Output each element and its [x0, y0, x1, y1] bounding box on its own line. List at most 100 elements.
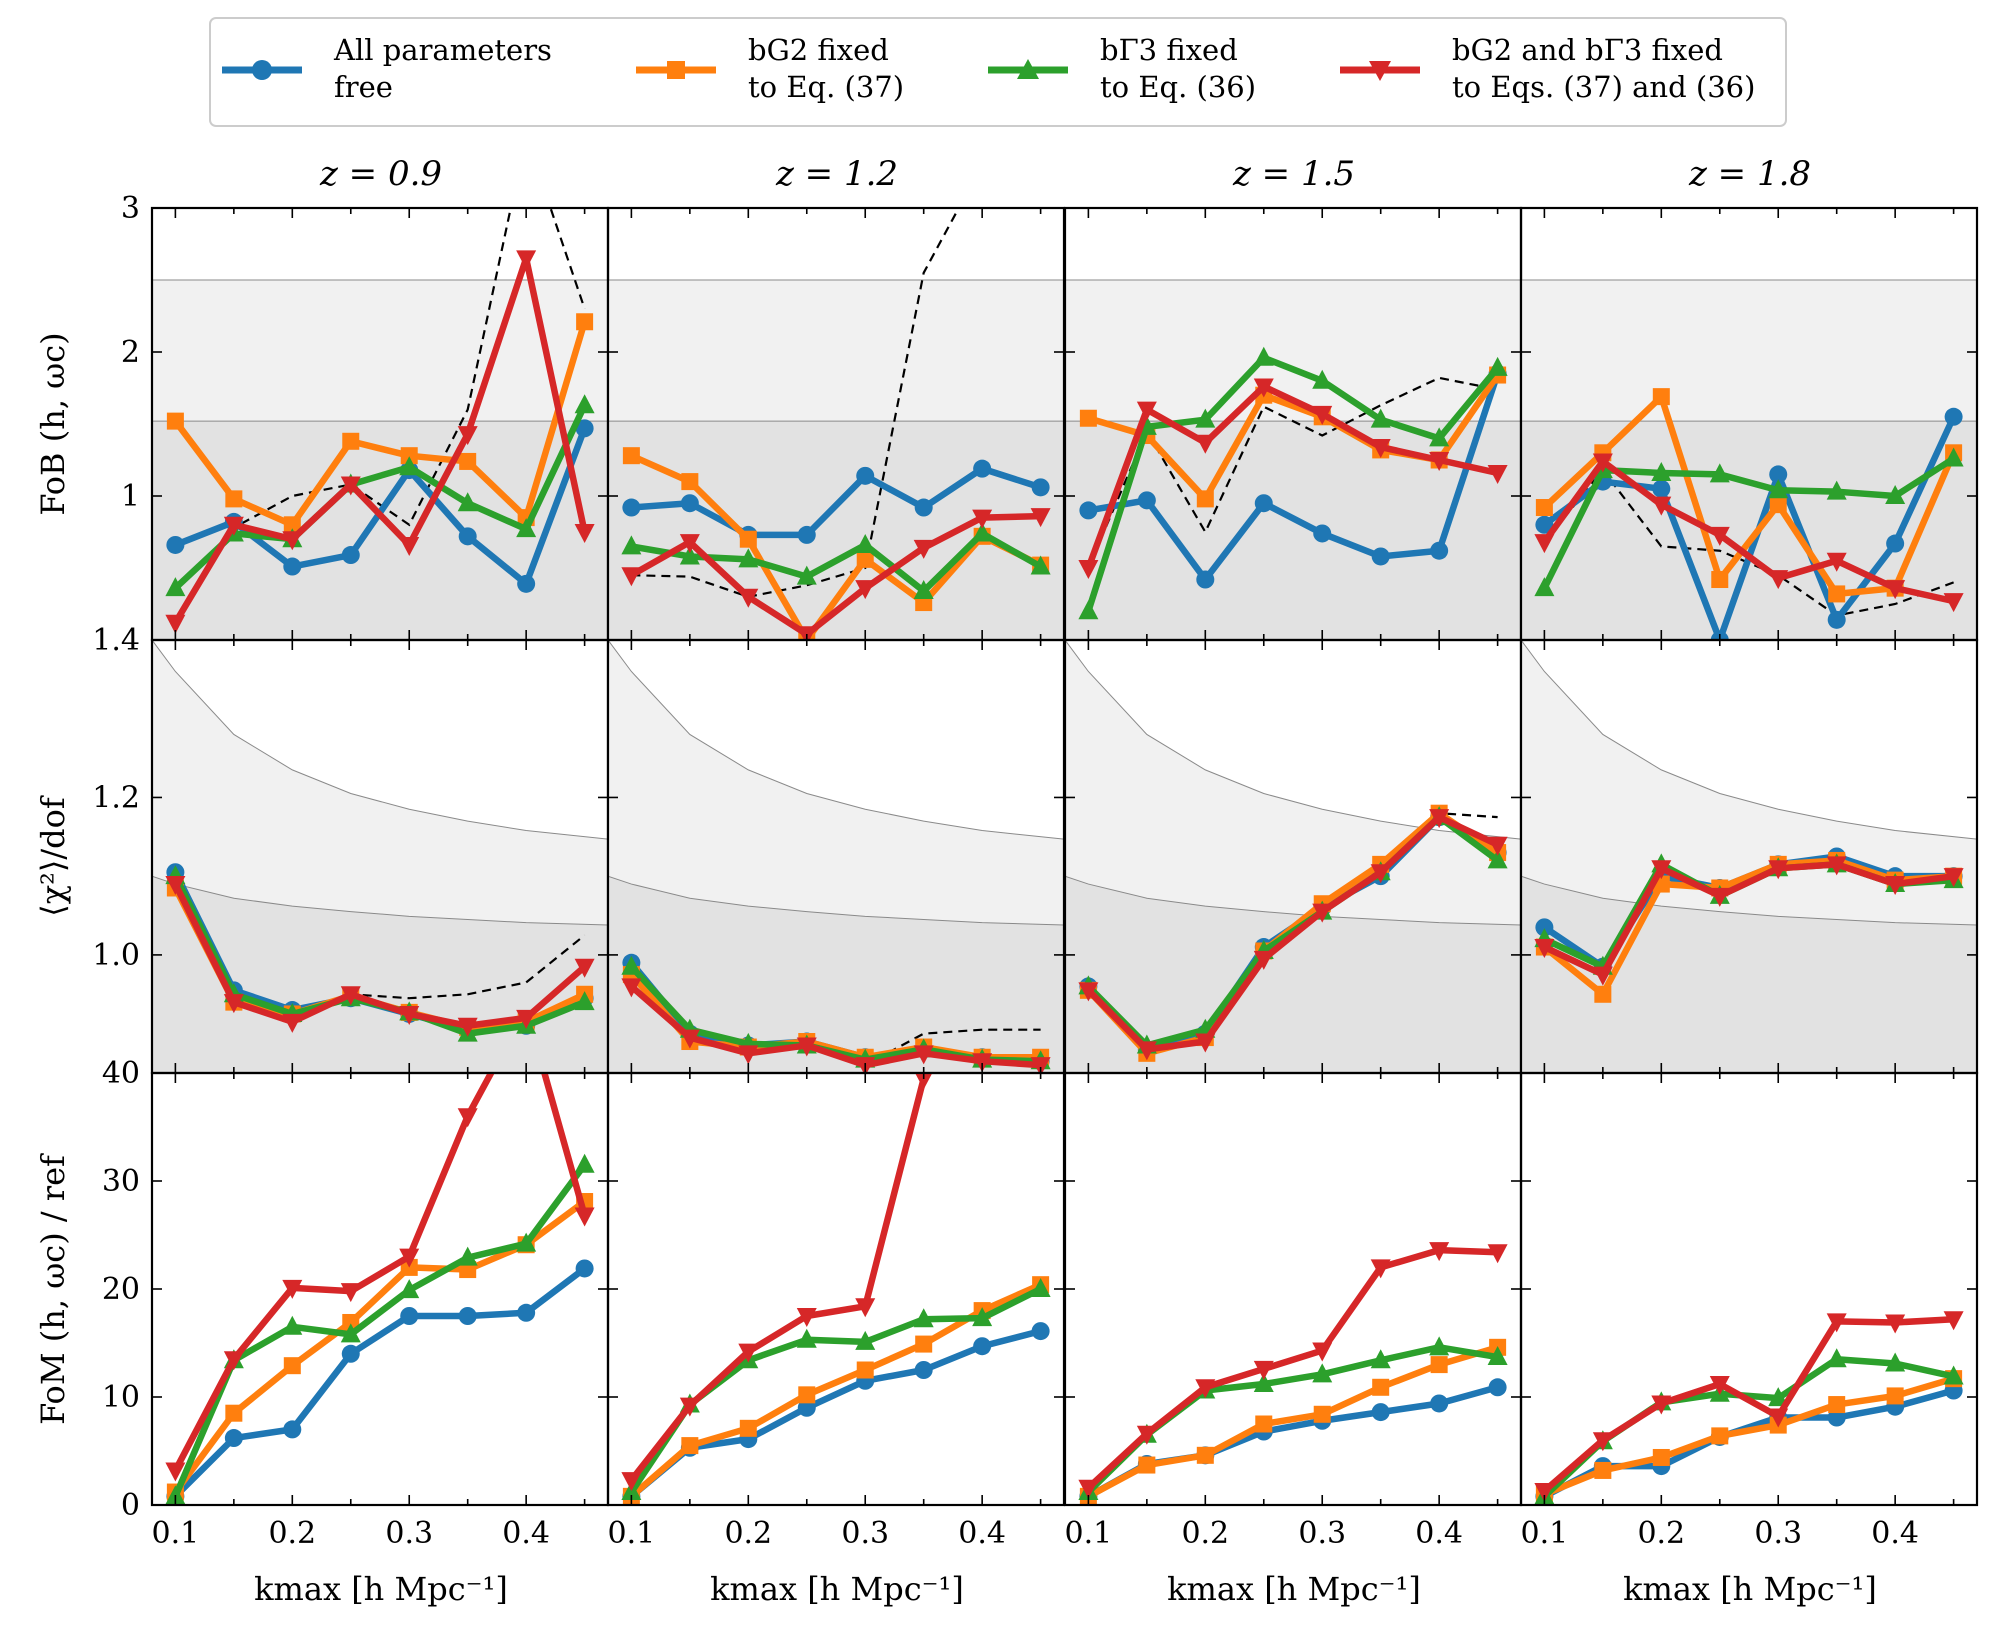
data-point-both	[457, 1017, 478, 1037]
data-point-free	[797, 525, 816, 544]
data-point-free	[1535, 515, 1554, 534]
data-point-g3	[457, 492, 478, 512]
data-point-g3	[1826, 480, 1847, 500]
data-point-g3	[972, 1307, 993, 1327]
panel-plot-area	[165, 1073, 595, 1505]
y-tick-label: 1.4	[92, 623, 140, 658]
data-point-g3	[855, 533, 876, 553]
series-g3	[621, 522, 1051, 600]
data-point-both	[1768, 1408, 1789, 1428]
series-line-g3	[1085, 354, 1501, 613]
data-point-both	[165, 614, 186, 634]
data-point-both	[340, 986, 361, 1006]
column-title-z09: z = 0.9	[319, 154, 442, 194]
data-point-g2	[915, 1335, 933, 1353]
panel-plot-area	[608, 640, 1064, 1073]
legend-entry-both: bG2 and bΓ3 fixed to Eqs. (37) and (36)	[1340, 33, 1755, 104]
data-point-both	[457, 426, 478, 446]
data-point-free	[1430, 1394, 1449, 1413]
data-point-free	[166, 535, 185, 554]
data-point-both	[1534, 939, 1555, 959]
data-point-g3	[1429, 1336, 1450, 1356]
series-line-g3	[173, 403, 588, 591]
legend: All parameters free bG2 fixed to Eq. (37…	[209, 17, 1787, 127]
data-point-g3	[1943, 447, 1964, 467]
series-both	[165, 1073, 595, 1482]
data-point-both	[1826, 552, 1847, 572]
data-point-free	[575, 1259, 594, 1278]
data-point-g3	[679, 545, 700, 565]
data-point-both	[679, 1029, 700, 1049]
data-point-free	[1079, 501, 1098, 520]
data-point-g3	[165, 1485, 186, 1505]
data-point-g3	[913, 1308, 934, 1328]
data-point-g3	[1370, 1349, 1391, 1369]
series-line-both	[1542, 1315, 1954, 1494]
panel-chi2-col2	[606, 638, 1066, 1075]
legend-label-both-1: bG2 and bΓ3 fixed	[1452, 33, 1723, 67]
column-title-z12: z = 1.2	[775, 154, 898, 194]
data-point-both	[796, 1037, 817, 1057]
data-point-g2	[225, 1404, 243, 1422]
band-1sigma-edge	[1521, 875, 1977, 926]
data-point-g2	[1886, 1387, 1904, 1405]
panel-fob-col4	[1519, 206, 1979, 642]
data-point-both	[621, 567, 642, 587]
x-tick-label: 0.4	[502, 1516, 550, 1551]
data-point-both	[972, 509, 993, 529]
y-tick-label: 1	[121, 479, 140, 514]
series-line-g3	[630, 530, 1043, 595]
data-point-free	[1137, 491, 1156, 510]
data-point-both	[855, 580, 876, 600]
band-1sigma	[1521, 421, 1977, 640]
x-tick-label: 0.4	[958, 1516, 1006, 1551]
xlabel-col2: kmax [h Mpc⁻¹]	[710, 1570, 964, 1608]
data-point-g2	[1711, 1427, 1729, 1445]
xlabel-col3: kmax [h Mpc⁻¹]	[1167, 1570, 1421, 1608]
data-point-both	[1312, 1342, 1333, 1362]
data-point-free	[1652, 479, 1671, 498]
series-line-free	[1087, 372, 1501, 583]
data-point-g3	[738, 548, 759, 568]
series-both	[621, 1073, 933, 1492]
series-line-both	[629, 983, 1041, 1069]
series-both	[165, 876, 595, 1037]
data-point-free	[1769, 465, 1788, 484]
data-point-g2	[1255, 1415, 1273, 1433]
data-point-both	[1826, 856, 1847, 876]
data-point-g2	[1430, 1356, 1448, 1374]
band-2sigma-edge	[1521, 640, 1977, 840]
band-1sigma-edge	[1065, 875, 1521, 926]
data-point-g3	[1768, 479, 1789, 499]
column-title-z18: z = 1.8	[1688, 154, 1811, 194]
y-tick-label: 40	[102, 1056, 140, 1091]
series-free	[166, 1259, 594, 1505]
data-point-both	[1651, 860, 1672, 880]
band-2sigma-edge	[608, 640, 1064, 840]
series-line-both	[172, 882, 587, 1030]
data-point-free	[341, 546, 360, 565]
legend-marker-free	[252, 60, 272, 80]
series-line-g2	[1542, 393, 1957, 598]
series-both	[1534, 1311, 1964, 1502]
data-point-both	[1312, 405, 1333, 425]
series-line-both	[629, 512, 1041, 638]
data-point-both	[1136, 1425, 1157, 1445]
data-point-free	[1488, 1378, 1507, 1397]
data-point-free	[914, 498, 933, 517]
band-1sigma	[1521, 876, 1977, 1073]
data-point-g3	[1534, 577, 1555, 597]
data-point-both	[1487, 1244, 1508, 1264]
reference-dashed-line	[174, 208, 586, 624]
data-point-free	[224, 1429, 243, 1448]
panel-fom-col2: 0.1 0.2 0.3 0.4	[606, 1071, 1066, 1551]
data-point-g3	[340, 1323, 361, 1343]
x-tick-label: 0.3	[1754, 1516, 1802, 1551]
data-point-g3	[165, 577, 186, 597]
data-point-both	[1487, 464, 1508, 484]
series-line-g2	[1086, 1344, 1499, 1500]
data-point-free	[400, 1307, 419, 1325]
data-point-free	[1944, 407, 1963, 426]
series-line-both	[1541, 458, 1955, 605]
data-point-both	[1195, 1033, 1216, 1053]
